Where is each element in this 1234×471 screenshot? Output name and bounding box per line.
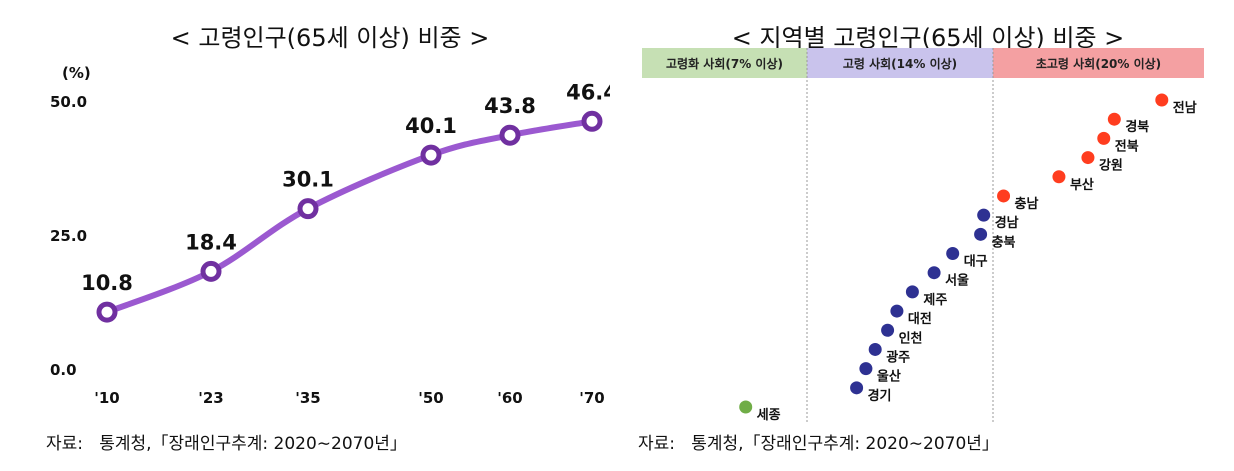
- data-value-label: 43.8: [484, 94, 536, 118]
- region-point-superaged: [1081, 151, 1095, 165]
- band-header-aged: [807, 48, 993, 78]
- data-value-label: 10.8: [81, 271, 133, 295]
- data-value-label: 40.1: [405, 114, 457, 138]
- region-point-aged: [868, 342, 882, 356]
- region-point-superaged: [1107, 112, 1121, 126]
- region-label: 경북: [1125, 119, 1149, 135]
- elderly-ratio-line: [104, 118, 595, 316]
- region-point-superaged: [1097, 131, 1111, 145]
- x-tick-label: '50: [418, 389, 443, 407]
- data-point-marker: [297, 198, 319, 220]
- region-label: 대구: [964, 255, 988, 270]
- region-label: 전남: [1173, 100, 1197, 116]
- y-tick-label: 0.0: [50, 361, 77, 379]
- region-point-superaged: [1155, 93, 1169, 107]
- region-point-superaged: [997, 189, 1011, 203]
- x-tick-label: '10: [94, 389, 119, 407]
- region-label: 경남: [995, 215, 1019, 231]
- data-value-label: 30.1: [282, 168, 334, 192]
- x-tick-label: '35: [295, 389, 320, 407]
- elderly-ratio-line-chart: (%) 0.0 25.0 50.0 '10 '23 '35 '50 '60 '70 10.8 18.4…: [50, 64, 610, 407]
- band-header-label: 초고령 사회(20% 이상): [1036, 56, 1161, 71]
- data-point-marker: [200, 260, 222, 282]
- band-header-superaged: [993, 48, 1204, 78]
- region-label: 부산: [1070, 177, 1094, 193]
- region-point-aged: [859, 362, 873, 376]
- x-tick-label: '23: [198, 389, 223, 407]
- region-point-aged: [974, 227, 988, 241]
- data-value-label: 18.4: [185, 230, 237, 254]
- data-value-label: 46.4: [566, 80, 610, 104]
- region-label: 세종: [757, 408, 781, 423]
- region-point-aged: [946, 247, 960, 260]
- left-panel: < 고령인구(65세 이상) 비중 > (%) 0.0 25.0 50.0 '10 '23…: [0, 0, 610, 471]
- region-label: 광주: [886, 350, 910, 365]
- band-header-label: 고령 사회(14% 이상): [843, 56, 957, 71]
- region-label: 충북: [992, 234, 1016, 250]
- right-source-note: 자료: 통계청,「장래인구추계: 2020∼2070년」: [638, 434, 999, 454]
- data-point-marker: [420, 144, 442, 166]
- region-label: 대전: [908, 311, 932, 327]
- region-point-aged: [977, 208, 991, 222]
- right-panel: < 지역별 고령인구(65세 이상) 비중 > 고령화 사회(7% 이상) 고령 …: [622, 0, 1234, 471]
- region-label: 제주: [923, 293, 947, 308]
- data-point-marker: [581, 110, 603, 132]
- region-point-aged: [905, 285, 919, 299]
- region-label: 서울: [945, 273, 969, 289]
- region-point-aged: [927, 266, 941, 280]
- y-tick-label: 50.0: [50, 93, 87, 111]
- region-point-aged: [850, 381, 864, 395]
- x-tick-label: '60: [497, 389, 522, 407]
- region-label: 전북: [1115, 138, 1139, 154]
- left-chart-title: < 고령인구(65세 이상) 비중 >: [170, 24, 490, 52]
- regional-elderly-ratio-chart: 고령화 사회(7% 이상) 고령 사회(14% 이상) 초고령 사회(20% 이상)…: [642, 48, 1204, 423]
- region-label: 충남: [1015, 196, 1039, 212]
- right-chart-title: < 지역별 고령인구(65세 이상) 비중 >: [731, 24, 1125, 52]
- region-point-aged: [881, 323, 895, 337]
- left-source-note: 자료: 통계청,「장래인구추계: 2020∼2070년」: [46, 434, 407, 454]
- region-label: 인천: [899, 330, 923, 346]
- region-point-aged: [890, 304, 904, 318]
- region-label: 울산: [877, 369, 901, 385]
- region-point-superaged: [1052, 170, 1066, 184]
- region-label: 강원: [1099, 158, 1123, 174]
- y-axis-unit: (%): [62, 64, 91, 82]
- x-tick-label: '70: [579, 389, 604, 407]
- y-tick-label: 25.0: [50, 227, 87, 245]
- region-label: 경기: [868, 388, 892, 404]
- data-point-marker: [96, 301, 118, 323]
- data-point-marker: [499, 124, 521, 146]
- band-header-aging: [642, 48, 807, 78]
- region-point-aging: [739, 400, 753, 414]
- band-header-label: 고령화 사회(7% 이상): [666, 56, 783, 71]
